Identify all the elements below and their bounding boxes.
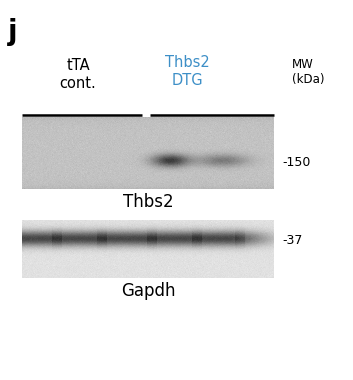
Text: MW
(kDa): MW (kDa) bbox=[292, 58, 324, 86]
Text: Gapdh: Gapdh bbox=[121, 282, 175, 300]
Text: -37: -37 bbox=[282, 233, 303, 247]
Text: Thbs2: Thbs2 bbox=[123, 193, 173, 211]
Text: Thbs2
DTG: Thbs2 DTG bbox=[164, 55, 209, 88]
Text: -150: -150 bbox=[282, 155, 310, 168]
Text: j: j bbox=[8, 18, 18, 46]
Text: tTA
cont.: tTA cont. bbox=[60, 58, 96, 91]
